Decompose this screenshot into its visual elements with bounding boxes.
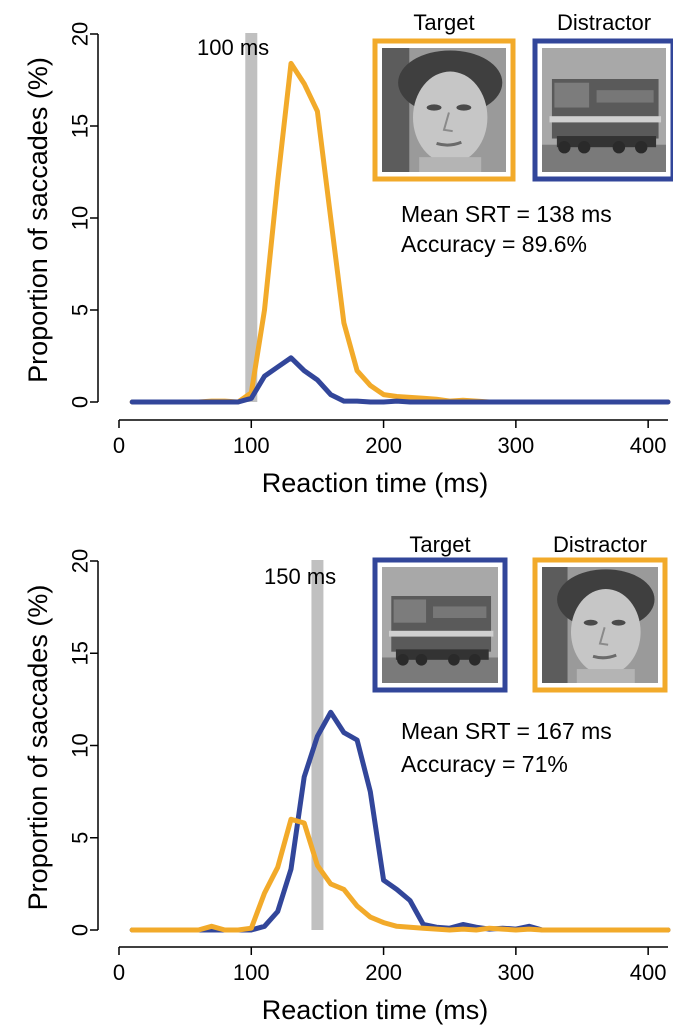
accuracy-text: Accuracy = 71% [401,751,568,777]
mean-srt-text: Mean SRT = 138 ms [401,201,612,227]
series-line-distractor [129,816,671,933]
y-tick-label: 20 [68,549,93,573]
target-image-label: Target [413,10,474,35]
y-tick-label: 5 [68,832,93,844]
series-line-target [129,709,671,933]
y-tick-label: 10 [68,733,93,757]
target-face-thumbnail [372,38,516,182]
x-axis: 0 100 200 300 400 [113,419,668,458]
accuracy-text: Accuracy = 89.6% [401,231,587,257]
distractor-train-thumbnail [532,38,673,182]
mean-srt-text: Mean SRT = 167 ms [401,718,612,744]
x-tick-label: 200 [365,433,402,458]
y-axis-title: Proportion of saccades (%) [23,57,53,383]
distractor-image-label: Distractor [553,532,647,557]
x-axis-title: Reaction time (ms) [262,468,489,498]
x-axis: 0 100 200 300 400 [113,946,668,985]
y-axis: 0 5 10 15 20 [68,22,99,408]
y-axis: 0 5 10 15 20 [68,549,99,936]
y-tick-label: 0 [68,924,93,936]
train-picture [542,48,666,172]
chart-panel-bottom: 150 ms 0 5 10 15 20 0 100 200 300 400 Proportion… [23,532,671,1025]
y-tick-label: 10 [68,206,93,230]
y-tick-label: 5 [68,304,93,316]
y-tick-label: 0 [68,396,93,408]
chart-panel-top: 100 ms 0 5 10 15 20 0 100 200 300 400 Proportion… [23,10,673,498]
series-group [129,60,671,405]
min-saccade-window-bar [311,560,324,930]
face-picture [542,567,658,683]
distractor-image-label: Distractor [557,10,651,35]
y-tick-label: 15 [68,114,93,138]
x-tick-label: 400 [630,960,667,985]
distractor-face-thumbnail [532,557,668,693]
train-picture [382,567,498,683]
min-saccade-window-bar [245,33,258,402]
x-tick-label: 0 [113,960,125,985]
face-picture [382,48,506,172]
target-train-thumbnail [372,557,508,693]
y-axis-title: Proportion of saccades (%) [23,585,53,911]
y-tick-label: 20 [68,22,93,46]
min-saccade-window-label: 100 ms [197,35,269,60]
x-axis-title: Reaction time (ms) [262,995,489,1025]
x-tick-label: 300 [498,433,535,458]
x-tick-label: 300 [498,960,535,985]
y-tick-label: 15 [68,641,93,665]
x-tick-label: 100 [233,960,270,985]
x-tick-label: 200 [365,960,402,985]
x-tick-label: 400 [630,433,667,458]
target-image-label: Target [409,532,470,557]
x-tick-label: 100 [233,433,270,458]
series-group [129,709,671,933]
series-line-distractor [129,355,671,405]
x-tick-label: 0 [113,433,125,458]
min-saccade-window-label: 150 ms [264,564,336,589]
